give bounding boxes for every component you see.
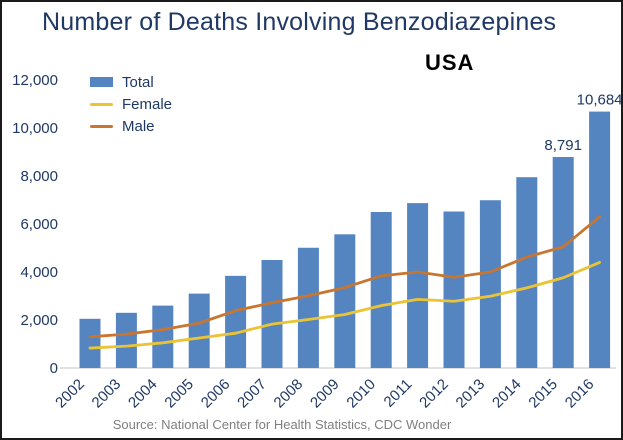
bar-2009 bbox=[334, 234, 356, 368]
x-tick-label: 2008 bbox=[271, 376, 307, 412]
chart-title: Number of Deaths Involving Benzodiazepin… bbox=[42, 8, 557, 36]
bar-2004 bbox=[152, 305, 174, 368]
x-tick-label: 2016 bbox=[562, 376, 598, 412]
y-tick-label: 8,000 bbox=[20, 168, 58, 185]
legend-swatch-total-icon bbox=[90, 77, 113, 87]
bar-2013 bbox=[479, 200, 501, 368]
x-tick-label: 2005 bbox=[161, 376, 197, 412]
x-tick-label: 2012 bbox=[416, 376, 452, 412]
bar-2010 bbox=[370, 212, 392, 368]
legend-swatch-female-icon bbox=[90, 102, 113, 106]
bar-2016 bbox=[589, 111, 611, 369]
line-male bbox=[88, 215, 601, 339]
source-note: Source: National Center for Health Stati… bbox=[112, 417, 452, 432]
bar-2008 bbox=[297, 247, 319, 368]
legend-item-male: Male bbox=[90, 117, 172, 135]
y-tick-label: 12,000 bbox=[12, 72, 58, 89]
bar-2011 bbox=[407, 203, 429, 368]
x-tick-label: 2004 bbox=[125, 376, 161, 412]
line-female bbox=[88, 260, 601, 350]
x-tick-label: 2014 bbox=[489, 376, 525, 412]
legend-label-female: Female bbox=[122, 95, 173, 113]
legend-label-male: Male bbox=[122, 117, 155, 135]
legend: Total Female Male bbox=[90, 73, 173, 135]
x-tick-label: 2006 bbox=[198, 376, 234, 412]
x-tick-label: 2015 bbox=[525, 376, 561, 412]
x-tick-label: 2007 bbox=[234, 376, 270, 412]
x-tick-label: 2009 bbox=[307, 376, 343, 412]
bar-2003 bbox=[115, 312, 137, 368]
bar-2014 bbox=[516, 177, 538, 368]
y-tick-label: 0 bbox=[50, 360, 58, 377]
bar-value-label-2015: 8,791 bbox=[544, 137, 582, 154]
y-tick-label: 6,000 bbox=[20, 216, 58, 233]
bar-2002 bbox=[79, 318, 101, 368]
bar-2005 bbox=[188, 293, 210, 368]
region-label: USA bbox=[425, 50, 475, 75]
legend-item-total: Total bbox=[90, 73, 172, 91]
bar-value-label-2016: 10,684 bbox=[577, 92, 623, 109]
legend-item-female: Female bbox=[90, 95, 173, 113]
x-tick-label: 2010 bbox=[343, 376, 379, 412]
bar-2012 bbox=[443, 211, 465, 368]
bar-2007 bbox=[261, 260, 283, 368]
x-tick-label: 2011 bbox=[381, 376, 416, 411]
bar-2006 bbox=[225, 275, 247, 368]
legend-label-total: Total bbox=[122, 73, 154, 91]
bar-2015 bbox=[552, 157, 574, 368]
y-tick-label: 4,000 bbox=[20, 264, 58, 281]
y-tick-label: 2,000 bbox=[20, 312, 58, 329]
x-tick-label: 2013 bbox=[453, 376, 489, 412]
y-tick-label: 10,000 bbox=[12, 120, 58, 137]
legend-swatch-male-icon bbox=[90, 124, 113, 128]
x-tick-label: 2003 bbox=[89, 376, 125, 412]
x-tick-label: 2002 bbox=[52, 376, 88, 412]
